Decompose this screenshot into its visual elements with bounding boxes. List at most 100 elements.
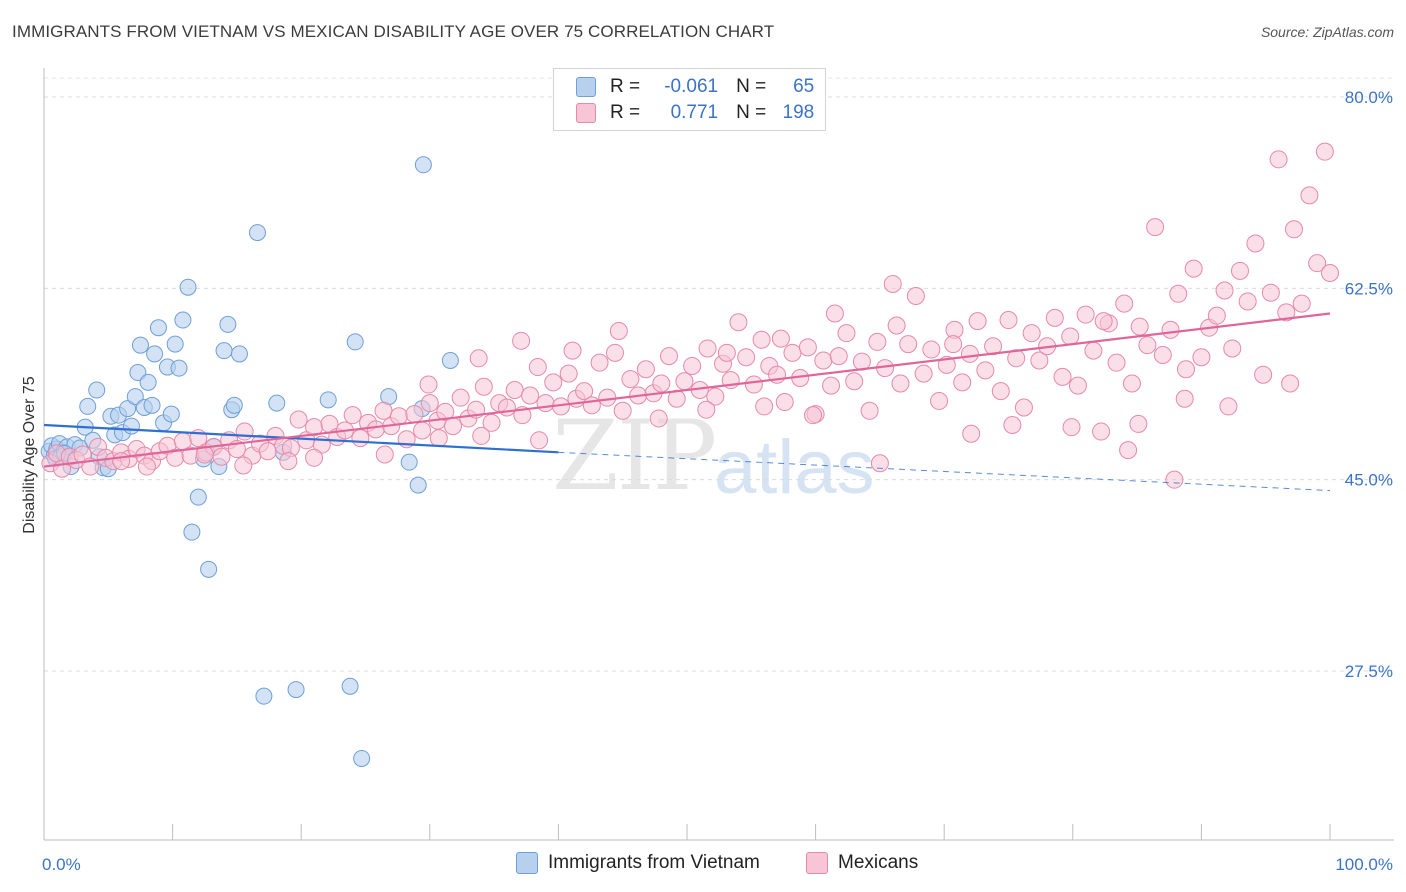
point-mexicans [289,410,308,429]
legend-swatch-mexicans [576,103,596,123]
point-mexicans [1138,336,1157,355]
point-mexicans [1115,294,1134,313]
point-vietnam [400,453,418,471]
point-mexicans [195,445,214,464]
point-mexicans [1122,374,1141,393]
point-mexicans [605,343,624,362]
point-vietnam [119,400,137,418]
legend-item-mexicans[interactable]: Mexicans [806,852,918,874]
point-vietnam [225,396,243,414]
point-mexicans [1014,398,1033,417]
legend-r-value: -0.061 [664,76,719,97]
point-mexicans [649,409,668,428]
point-mexicans [1230,261,1249,280]
point-mexicans [814,351,833,370]
point-mexicans [729,313,748,332]
point-vietnam [219,315,237,333]
y-tick-label: 80.0% [1345,88,1393,107]
point-mexicans [405,405,424,424]
legend-swatch-vietnam [576,77,596,97]
point-mexicans [697,400,716,419]
point-vietnam [162,405,180,423]
point-mexicans [1061,327,1080,346]
point-mexicans [1107,353,1126,372]
point-mexicans [505,381,524,400]
point-mexicans [1215,281,1234,300]
point-mexicans [822,376,841,395]
legend-row-mexicans: R = 0.771 N = 198 [576,101,814,125]
point-mexicans [512,331,531,350]
point-mexicans [976,361,995,380]
point-mexicans [1003,416,1022,434]
point-vietnam [174,311,192,329]
point-mexicans [675,372,694,391]
point-mexicans [1076,305,1095,324]
point-mexicans [1223,339,1242,358]
point-mexicans [521,386,540,405]
point-vietnam [183,523,201,541]
series-legend: Immigrants from Vietnam Mexicans [0,852,1406,878]
y-tick-label: 27.5% [1345,662,1393,681]
point-mexicans [1129,414,1148,433]
point-mexicans [474,377,493,396]
point-mexicans [389,407,408,426]
point-mexicans [374,401,393,420]
point-mexicans [563,341,582,360]
watermark-zip: ZIP [552,400,717,512]
legend-n-label: N = [736,102,767,123]
point-mexicans [870,454,889,473]
point-mexicans [1146,218,1165,237]
point-mexicans [413,421,432,440]
legend-n-value: 198 [782,102,815,123]
series-mexicans-points [41,142,1339,489]
point-vietnam [215,342,233,360]
point-mexicans [962,424,981,443]
point-mexicans [212,447,231,466]
legend-n-value: 65 [793,76,815,97]
point-mexicans [1308,254,1327,273]
point-mexicans [887,316,906,335]
point-mexicans [706,387,725,406]
point-mexicans [798,338,817,357]
point-vietnam [200,560,218,578]
point-mexicans [1130,317,1149,336]
point-mexicans [366,420,385,439]
chart-title: IMMIGRANTS FROM VIETNAM VS MEXICAN DISAB… [12,22,775,41]
point-mexicans [528,358,547,377]
point-mexicans [984,337,1003,356]
point-mexicans [1219,397,1238,416]
point-mexicans [305,448,324,467]
point-vietnam [143,396,161,414]
point-mexicans [1175,389,1194,408]
point-mexicans [930,391,949,410]
trend-line-vietnam-extension [558,451,1331,492]
trend-line-vietnam [43,423,559,454]
point-mexicans [1315,142,1334,161]
point-mexicans [1176,360,1195,379]
point-mexicans [944,335,963,354]
legend-r-label: R = [610,102,641,123]
point-mexicans [752,330,771,349]
point-mexicans [419,375,438,394]
x-tick-label: 100.0% [1335,855,1393,874]
point-mexicans [968,312,987,331]
legend-item-vietnam[interactable]: Immigrants from Vietnam [516,852,760,874]
y-tick-labels: 27.5% 45.0% 62.5% 80.0% [1345,88,1393,681]
point-mexicans [590,353,609,372]
point-mexicans [575,382,594,401]
point-mexicans [530,431,549,450]
point-vietnam [441,351,459,369]
swatch-vietnam [516,852,538,874]
point-vietnam [189,488,207,506]
point-mexicans [1192,348,1211,367]
point-mexicans [883,274,902,293]
point-mexicans [469,349,488,368]
point-mexicans [536,394,555,413]
point-vietnam [409,476,427,494]
point-vietnam [268,394,286,412]
point-mexicans [436,402,455,421]
point-mexicans [1261,283,1280,302]
point-mexicans [698,339,717,358]
point-mexicans [775,393,794,412]
